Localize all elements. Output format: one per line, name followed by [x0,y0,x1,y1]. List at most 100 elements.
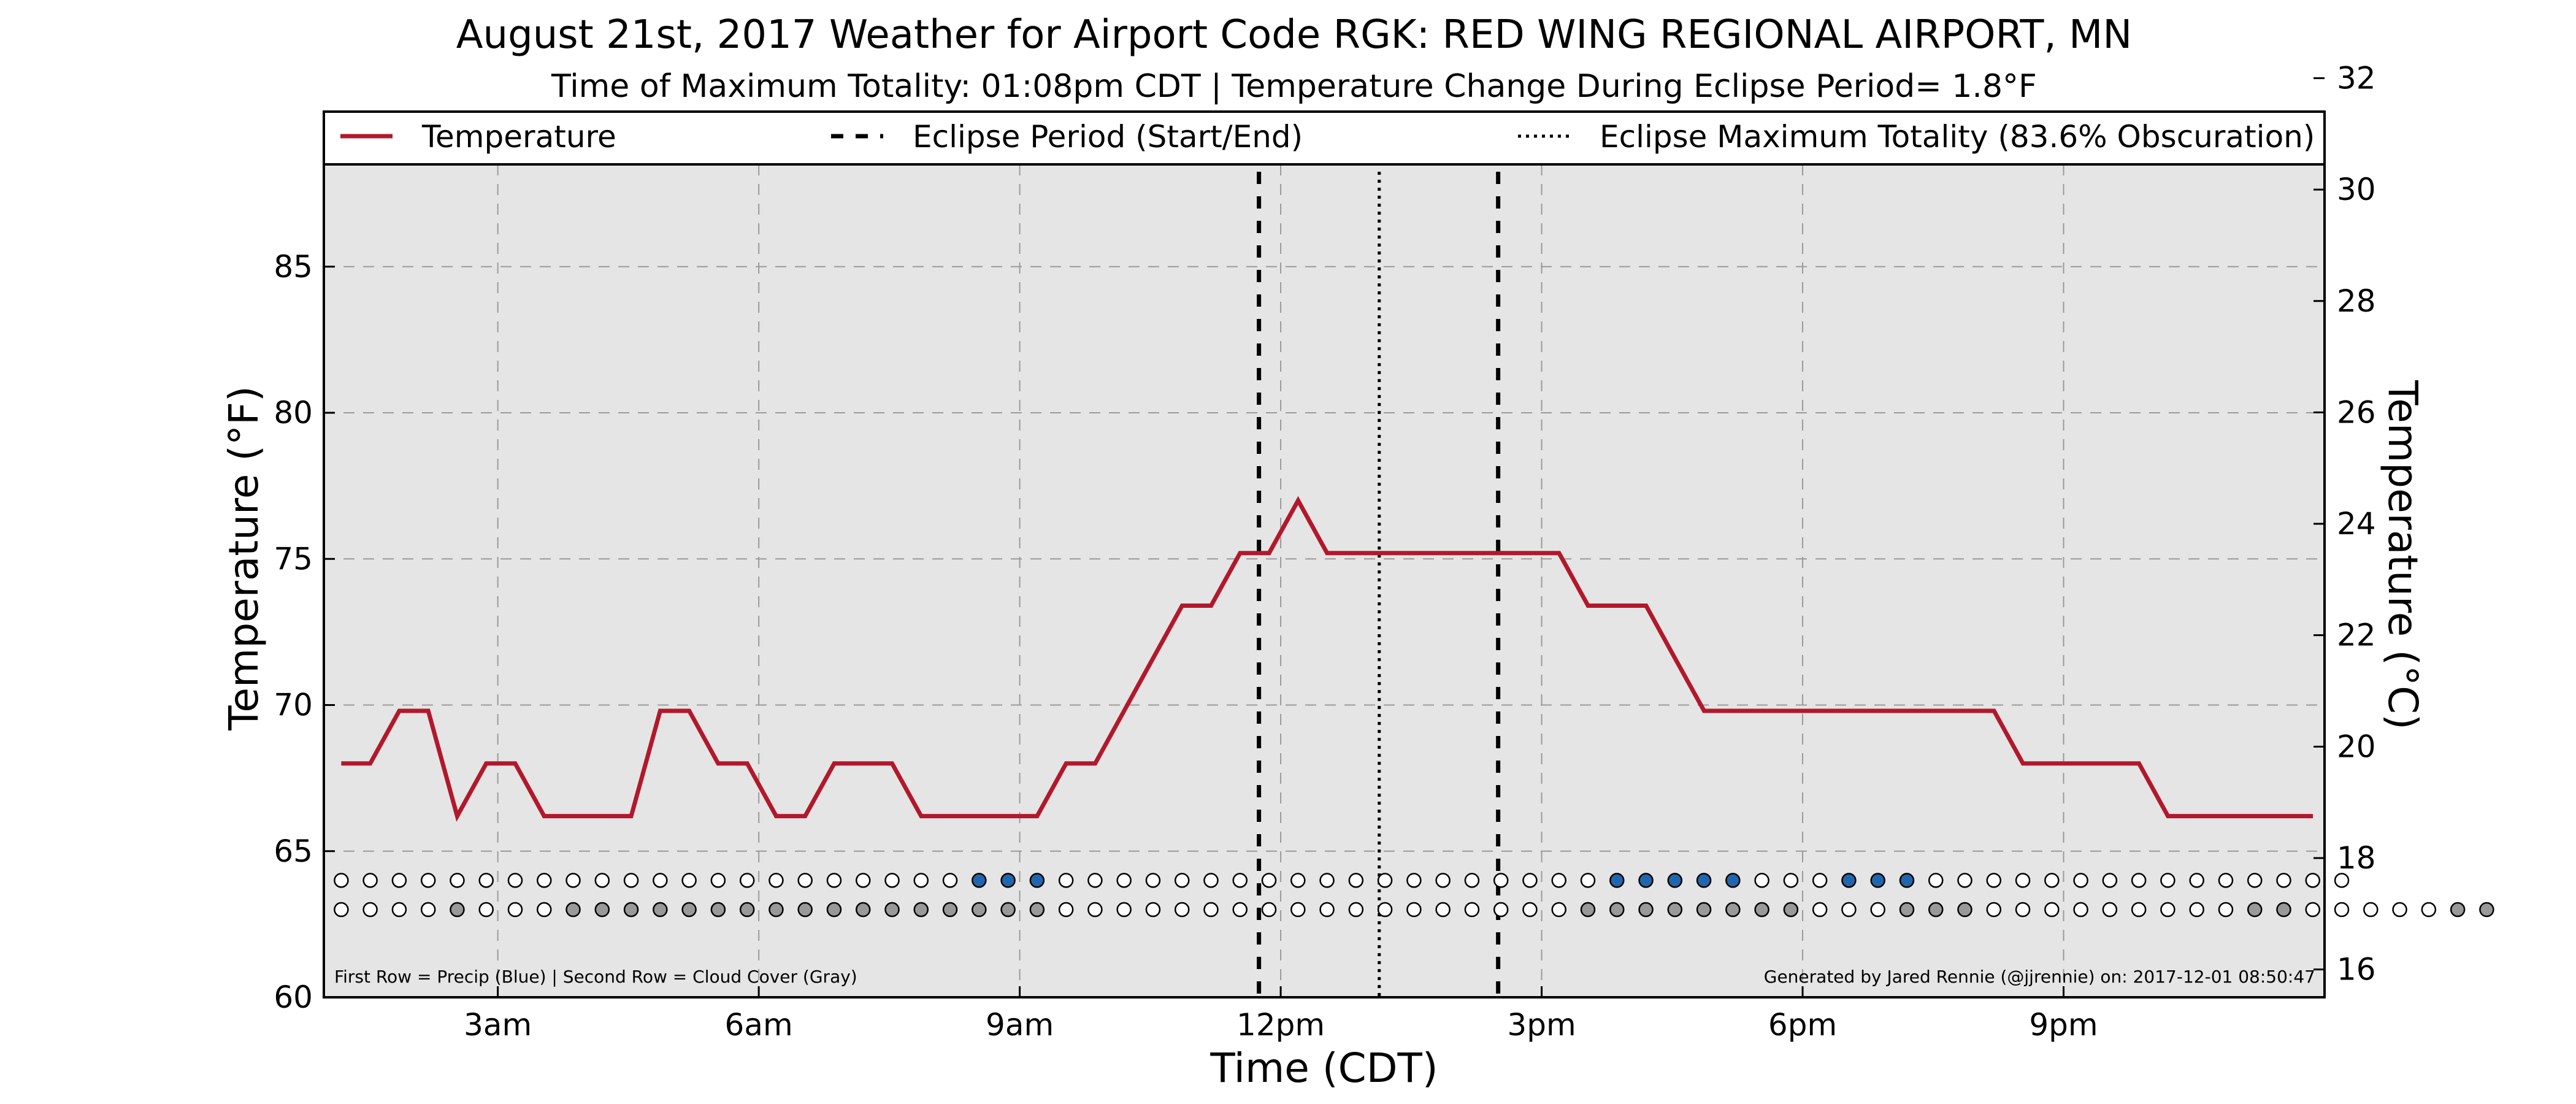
cloud-cover-dot [507,902,523,918]
precip-dot [972,873,987,888]
precip-dot [1174,873,1190,888]
y2-tick-label: 28 [2337,283,2376,319]
cloud-cover-dot [1957,902,1972,918]
cloud-cover-dot [1551,902,1566,918]
cloud-cover-dot [1232,902,1248,918]
precip-dot [1319,873,1335,888]
x-tick-label: 6pm [1768,1007,1837,1043]
cloud-cover-dot [1464,902,1480,918]
precip-dot [623,873,639,888]
precip-dot [537,873,552,888]
precip-dot [1986,873,2002,888]
cloud-cover-dot [537,902,552,918]
precip-dot [2276,873,2291,888]
cloud-cover-dot [1696,902,1712,918]
cloud-cover-dot [2479,902,2494,918]
cloud-cover-dot [1000,902,1016,918]
precip-dot [797,873,813,888]
cloud-cover-dot [2131,902,2147,918]
precip-dot [2044,873,2060,888]
precip-dot [334,873,349,888]
precip-dot [2218,873,2234,888]
chart-subtitle: Time of Maximum Totality: 01:08pm CDT | … [551,68,2037,105]
y-axis-right: 16 18 20 22 24 26 28 30 32 [2313,61,2376,987]
cloud-cover-dot [1406,902,1422,918]
temperature-series [341,496,2313,822]
cloud-cover-dot [1754,902,1769,918]
precip-dot [855,873,871,888]
cloud-cover-dot [1638,902,1654,918]
cloud-cover-dot [1261,902,1277,918]
cloud-cover-dot [884,902,900,918]
precip-dot [478,873,494,888]
cloud-cover-dot [2276,902,2291,918]
cloud-cover-dot [2160,902,2175,918]
cloud-cover-dot [826,902,842,918]
cloud-cover-dot [2102,902,2118,918]
cloud-cover-dot [1116,902,1132,918]
precip-dot [1232,873,1248,888]
precip-dot [594,873,610,888]
precip-dot [1290,873,1306,888]
x-tick-label: 9am [986,1007,1054,1043]
indicator-rows [334,873,2494,918]
cloud-cover-dot [1435,902,1451,918]
cloud-cover-dot [2392,902,2407,918]
cloud-cover-dot [855,902,871,918]
precip-dot [1261,873,1277,888]
cloud-cover-dot [681,902,697,918]
precip-dot [1725,873,1741,888]
precip-dot [362,873,378,888]
legend-label-temperature: Temperature [421,119,616,155]
y-axis-title: Temperature (°F) [220,386,267,731]
cloud-cover-dot [1812,902,1828,918]
precip-dot [942,873,958,888]
precip-dot [1348,873,1364,888]
cloud-cover-dot [362,902,378,918]
precip-dot [450,873,465,888]
precip-dot [1145,873,1161,888]
cloud-cover-dot [1145,902,1161,918]
precip-dot [2102,873,2118,888]
cloud-cover-dot [2421,902,2437,918]
grid-lines [324,164,2325,997]
legend: Temperature Eclipse Period (Start/End) E… [340,119,2315,155]
x-axis-title: Time (CDT) [1209,1045,1438,1092]
precip-dot [1841,873,1857,888]
cloud-cover-dot [1493,902,1509,918]
legend-label-eclipse-period: Eclipse Period (Start/End) [913,119,1303,155]
cloud-cover-dot [1087,902,1103,918]
precip-dot [1493,873,1509,888]
precip-dot [507,873,523,888]
precip-dot [1754,873,1769,888]
cloud-cover-dot [710,902,726,918]
chart-title: August 21st, 2017 Weather for Airport Co… [456,12,2132,58]
cloud-cover-dot [1319,902,1335,918]
precip-dot [2073,873,2088,888]
x-axis: 3am 6am 9am 12pm 3pm 6pm 9pm [464,986,2098,1043]
precip-dot [420,873,436,888]
cloud-cover-dot [478,902,494,918]
precip-dot [884,873,900,888]
x-tick-label: 3am [464,1007,532,1043]
cloud-cover-dot [2363,902,2379,918]
precip-dot [1029,873,1045,888]
precip-dot [913,873,929,888]
cloud-cover-dot [797,902,813,918]
y2-tick-label: 18 [2337,840,2376,876]
precip-dot [1667,873,1683,888]
cloud-cover-dot [2218,902,2234,918]
y2-tick-label: 26 [2337,394,2376,430]
series-line-temperature [341,496,2313,822]
y2-tick-label: 32 [2337,61,2376,96]
precip-dot [1638,873,1654,888]
precip-dot [1058,873,1074,888]
precip-dot [1783,873,1799,888]
cloud-cover-dot [2073,902,2088,918]
precip-dot [391,873,407,888]
cloud-cover-dot [2247,902,2263,918]
precip-dot [681,873,697,888]
y2-tick-label: 16 [2337,952,2376,987]
precip-dot [1696,873,1712,888]
y2-tick-label: 30 [2337,172,2376,207]
